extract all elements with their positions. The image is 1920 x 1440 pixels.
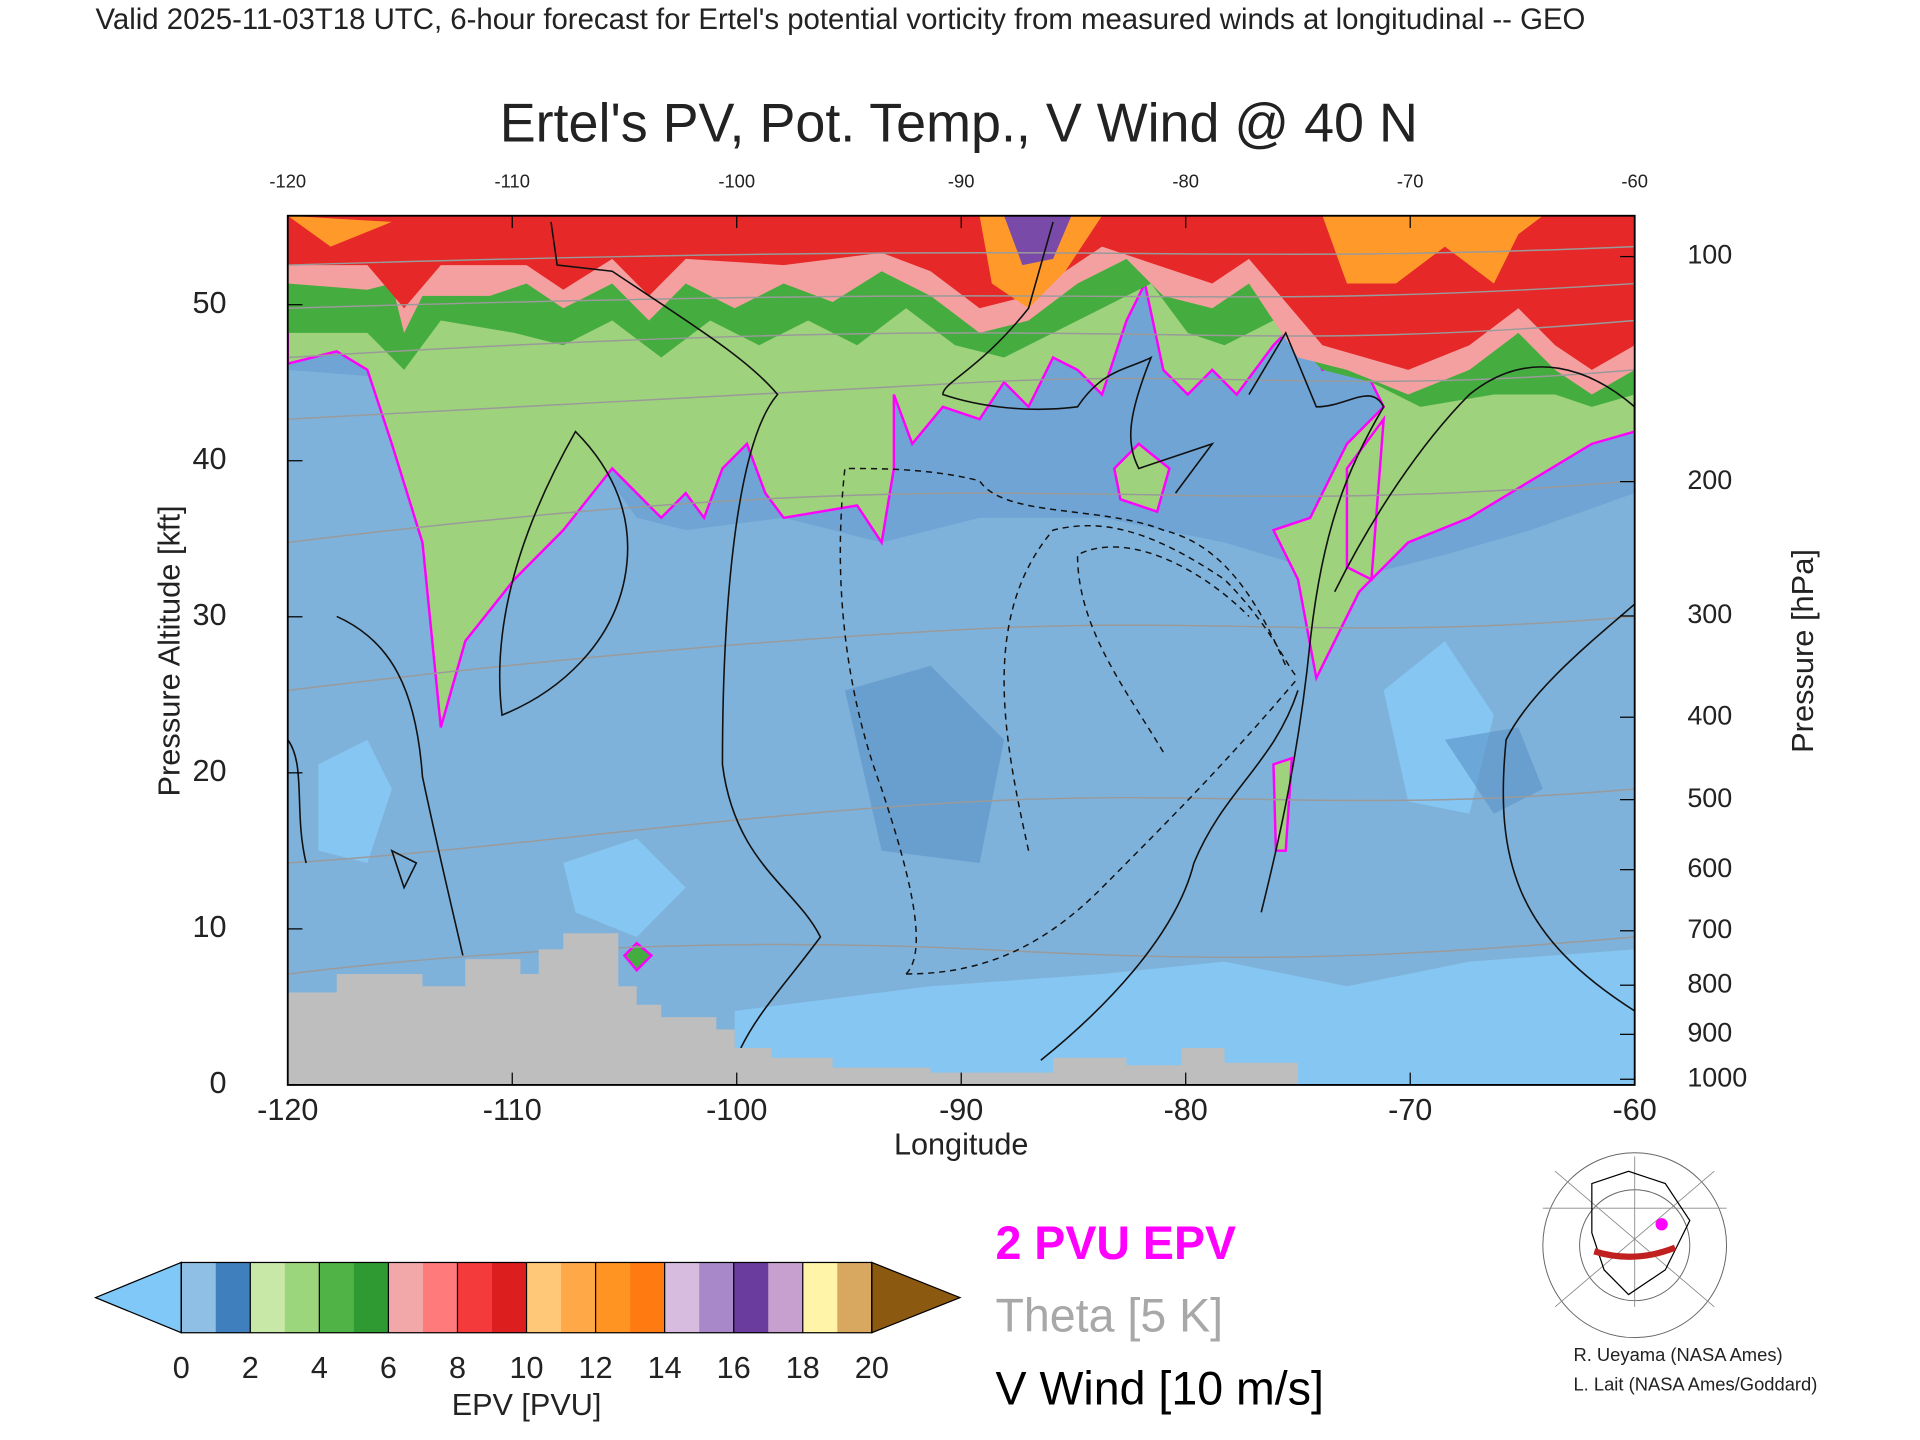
colorbar-tick-label: 14 xyxy=(648,1350,682,1385)
y2-tick-label: 600 xyxy=(1687,853,1732,883)
colorbar-over xyxy=(871,1261,962,1334)
colorbar-cell xyxy=(457,1262,493,1333)
colorbar-cell xyxy=(802,1262,838,1333)
colorbar-tick-label: 6 xyxy=(380,1350,397,1385)
colorbar-cell xyxy=(630,1262,666,1333)
colorbar-tick-label: 12 xyxy=(579,1350,613,1385)
x-top-tick-label: -120 xyxy=(269,170,306,191)
y-tick-label: 40 xyxy=(192,441,226,476)
y2-tick-label: 500 xyxy=(1687,783,1732,813)
colorbar-cell xyxy=(768,1262,804,1333)
y2-tick-label: 800 xyxy=(1687,968,1732,998)
colorbar-tick-label: 18 xyxy=(786,1350,820,1385)
x-top-tick-label: -80 xyxy=(1172,170,1199,191)
colorbar-cell xyxy=(733,1262,769,1333)
chart-title: Ertel's PV, Pot. Temp., V Wind @ 40 N xyxy=(500,93,1418,153)
header: Valid 2025-11-03T18 UTC, 6-hour forecast… xyxy=(96,3,1586,36)
colorbar-tick-label: 8 xyxy=(449,1350,466,1385)
colorbar-cell xyxy=(492,1262,528,1333)
colorbar-cell xyxy=(388,1262,424,1333)
map-inset xyxy=(1536,1152,1731,1339)
x-top-tick-label: -60 xyxy=(1621,170,1648,191)
y-tick-label: 0 xyxy=(210,1065,227,1100)
y-tick-label: 50 xyxy=(192,285,226,320)
y2-tick-label: 900 xyxy=(1687,1017,1732,1047)
y2-tick-label: 1000 xyxy=(1687,1062,1747,1092)
y-tick-label: 10 xyxy=(192,909,226,944)
colorbar-tick-label: 0 xyxy=(173,1350,190,1385)
legend-entry: 2 PVU EPV xyxy=(996,1217,1237,1269)
colorbar-cell xyxy=(319,1262,355,1333)
x-top-tick-label: -70 xyxy=(1397,170,1424,191)
colorbar-tick-label: 20 xyxy=(855,1350,889,1385)
credit: L. Lait (NASA Ames/Goddard) xyxy=(1573,1374,1817,1395)
field xyxy=(287,215,1635,1085)
x-top-tick-label: -110 xyxy=(495,170,530,191)
colorbar-cell xyxy=(561,1262,597,1333)
colorbar-cell xyxy=(353,1262,390,1333)
x-axis-label: Longitude xyxy=(894,1127,1028,1162)
colorbar-cell xyxy=(526,1262,562,1333)
y2-tick-label: 300 xyxy=(1687,599,1732,629)
colorbar-tick-label: 16 xyxy=(717,1350,751,1385)
x-top-tick-label: -90 xyxy=(948,170,975,191)
x-tick-label: -80 xyxy=(1164,1092,1208,1127)
x-tick-label: -100 xyxy=(706,1092,767,1127)
colorbar-cell xyxy=(664,1262,700,1333)
x-tick-label: -60 xyxy=(1613,1092,1657,1127)
colorbar-under xyxy=(93,1261,182,1334)
credit: R. Ueyama (NASA Ames) xyxy=(1573,1344,1782,1365)
colorbar-cell xyxy=(250,1262,286,1333)
x-tick-label: -110 xyxy=(483,1092,542,1127)
x-tick-label: -120 xyxy=(257,1092,318,1127)
x-tick-label: -90 xyxy=(939,1092,983,1127)
colorbar-cell xyxy=(699,1262,735,1333)
y2-tick-label: 700 xyxy=(1687,914,1732,944)
colorbar-cell xyxy=(215,1262,251,1333)
x-tick-label: -70 xyxy=(1388,1092,1432,1127)
colorbar-cell xyxy=(181,1262,217,1333)
colorbar-label: EPV [PVU] xyxy=(452,1387,602,1422)
legend-entry: Theta [5 K] xyxy=(996,1289,1224,1341)
y-axis-label: Pressure Altitude [kft] xyxy=(152,505,187,796)
colorbar-frame xyxy=(180,1261,873,1334)
colorbar-cell xyxy=(595,1262,631,1333)
colorbar-cell xyxy=(837,1262,873,1333)
y2-axis-label: Pressure [hPa] xyxy=(1785,549,1820,753)
y2-tick-label: 400 xyxy=(1687,700,1732,730)
legend-entry: V Wind [10 m/s] xyxy=(996,1362,1324,1414)
y2-tick-label: 200 xyxy=(1687,465,1732,495)
colorbar-tick-label: 4 xyxy=(311,1350,328,1385)
y-tick-label: 30 xyxy=(192,597,226,632)
y-tick-label: 20 xyxy=(192,753,226,788)
x-top-tick-label: -100 xyxy=(718,170,755,191)
colorbar-cell xyxy=(422,1262,459,1333)
colorbar-cell xyxy=(284,1262,320,1333)
y2-tick-label: 100 xyxy=(1687,240,1732,270)
colorbar-tick-label: 10 xyxy=(510,1350,544,1385)
colorbar-tick-label: 2 xyxy=(242,1350,259,1385)
